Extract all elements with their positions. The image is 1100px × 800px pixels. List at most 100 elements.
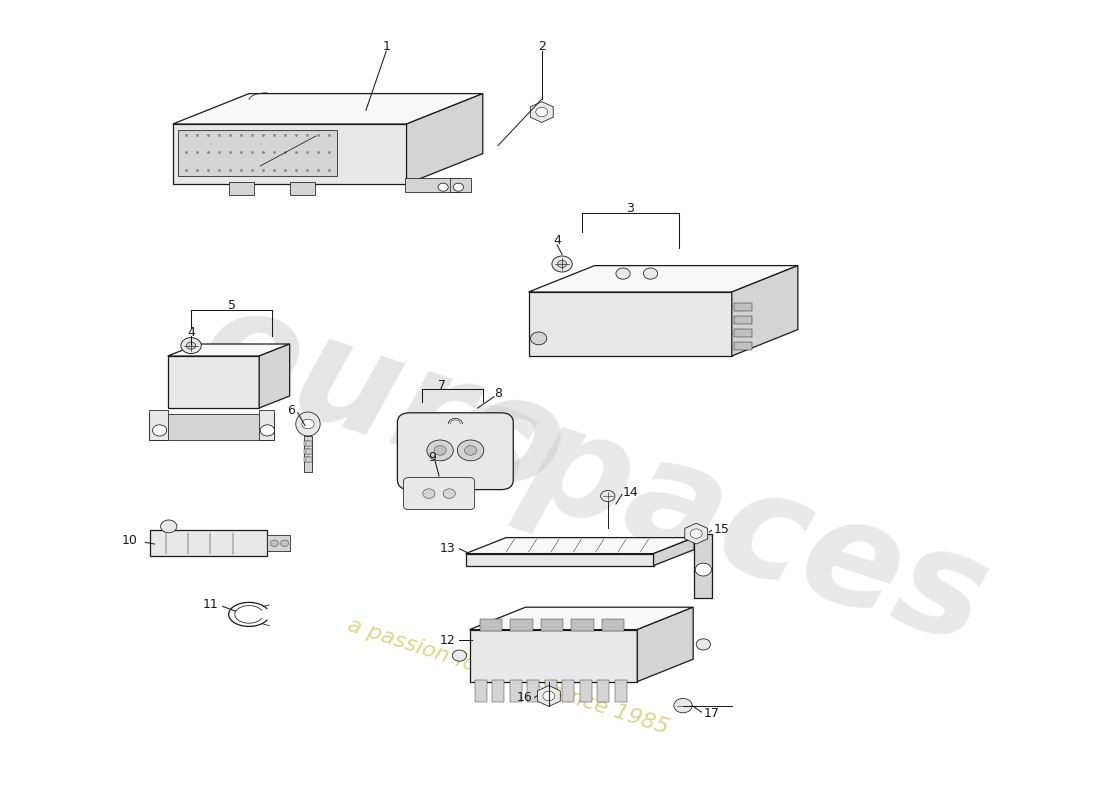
Text: 1: 1 <box>383 40 390 53</box>
Bar <box>615 680 627 702</box>
Bar <box>304 441 310 446</box>
Circle shape <box>280 540 288 546</box>
Bar <box>405 178 461 192</box>
Polygon shape <box>173 124 407 184</box>
Bar <box>480 619 502 631</box>
Text: 6: 6 <box>287 404 295 417</box>
Bar <box>450 178 471 192</box>
Text: 16: 16 <box>517 691 532 704</box>
Circle shape <box>691 529 702 538</box>
Bar <box>541 619 563 631</box>
Bar <box>151 530 267 556</box>
Polygon shape <box>732 266 798 356</box>
Bar <box>510 619 532 631</box>
Bar <box>289 182 315 195</box>
Text: 11: 11 <box>202 598 218 611</box>
Bar <box>492 680 505 702</box>
Circle shape <box>558 261 566 267</box>
Circle shape <box>696 638 711 650</box>
Polygon shape <box>528 292 732 356</box>
Circle shape <box>180 338 201 354</box>
Circle shape <box>422 489 435 498</box>
Circle shape <box>674 698 692 713</box>
Polygon shape <box>260 344 289 408</box>
Circle shape <box>543 691 554 701</box>
Bar <box>304 457 310 462</box>
Circle shape <box>616 268 630 279</box>
Text: 9: 9 <box>428 451 436 464</box>
FancyBboxPatch shape <box>397 413 514 490</box>
Circle shape <box>464 446 476 455</box>
Text: 10: 10 <box>122 534 138 547</box>
Circle shape <box>443 489 455 498</box>
Bar <box>602 619 624 631</box>
Bar <box>304 449 310 454</box>
Text: 3: 3 <box>626 202 634 214</box>
Bar <box>150 410 167 440</box>
Text: 2: 2 <box>538 40 546 53</box>
Circle shape <box>536 107 548 117</box>
Text: 17: 17 <box>704 707 719 720</box>
Circle shape <box>438 183 448 191</box>
Bar <box>260 410 274 440</box>
FancyBboxPatch shape <box>404 478 475 510</box>
Circle shape <box>552 256 572 272</box>
Polygon shape <box>167 356 260 408</box>
Text: 8: 8 <box>494 387 502 400</box>
Circle shape <box>153 425 167 436</box>
Text: 13: 13 <box>439 542 455 554</box>
Text: 4: 4 <box>553 234 561 246</box>
Circle shape <box>458 440 484 461</box>
Bar <box>509 680 521 702</box>
Polygon shape <box>407 94 483 184</box>
Bar <box>306 441 312 446</box>
Polygon shape <box>653 538 694 566</box>
Polygon shape <box>538 686 560 706</box>
Bar <box>527 680 539 702</box>
Polygon shape <box>150 414 274 440</box>
Polygon shape <box>465 538 694 554</box>
Circle shape <box>434 446 447 455</box>
Polygon shape <box>167 344 289 356</box>
Circle shape <box>161 520 177 533</box>
Bar <box>306 457 312 462</box>
Bar <box>734 342 752 350</box>
Bar <box>267 535 289 551</box>
Polygon shape <box>465 554 653 566</box>
Text: 15: 15 <box>714 523 729 536</box>
Bar <box>571 619 594 631</box>
Bar <box>475 680 487 702</box>
Bar <box>580 680 592 702</box>
Text: 4: 4 <box>187 326 195 338</box>
Bar <box>734 303 752 311</box>
Circle shape <box>187 342 196 349</box>
Polygon shape <box>685 523 707 544</box>
Bar <box>597 680 609 702</box>
Circle shape <box>453 183 463 191</box>
Polygon shape <box>530 102 553 122</box>
Circle shape <box>427 440 453 461</box>
Text: a passion for parts since 1985: a passion for parts since 1985 <box>345 614 671 738</box>
Circle shape <box>271 540 278 546</box>
Polygon shape <box>470 607 693 630</box>
Polygon shape <box>470 630 637 682</box>
Circle shape <box>601 490 615 502</box>
Bar <box>562 680 574 702</box>
Polygon shape <box>637 607 693 682</box>
Bar <box>306 449 312 454</box>
Circle shape <box>530 332 547 345</box>
Circle shape <box>261 425 274 436</box>
Text: 5: 5 <box>228 299 235 312</box>
Polygon shape <box>528 266 798 292</box>
Text: 12: 12 <box>439 634 455 646</box>
Text: 7: 7 <box>438 379 447 392</box>
Circle shape <box>301 419 315 429</box>
Text: spaces: spaces <box>427 366 1005 674</box>
Bar <box>178 130 337 176</box>
Ellipse shape <box>296 412 320 436</box>
Circle shape <box>644 268 658 279</box>
Text: euro: euro <box>183 275 583 525</box>
Bar <box>694 534 713 598</box>
Bar <box>544 680 557 702</box>
Bar <box>734 329 752 337</box>
